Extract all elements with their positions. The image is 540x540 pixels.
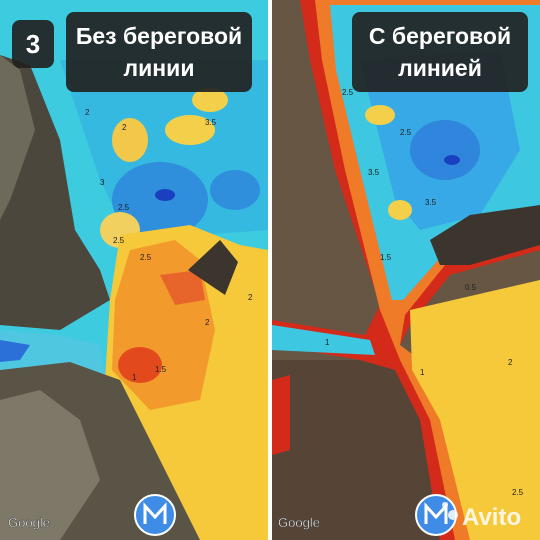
- contour-label: 0.5: [465, 283, 477, 292]
- contour-label: 1: [420, 368, 425, 377]
- watermark-text: Avito: [462, 504, 521, 531]
- contour-label: 2: [508, 358, 513, 367]
- contour-label: 2: [85, 108, 90, 117]
- right-map: 2.5 3.5 2.5 3.5 1.5 1 0.5 2 1 2.5: [272, 0, 540, 540]
- map-logo: Google: [278, 515, 320, 530]
- panel-label: Без береговой: [76, 23, 242, 49]
- contour-label: 2.5: [512, 488, 524, 497]
- panel-label: С береговой: [369, 23, 511, 49]
- panel-label: линией: [398, 55, 482, 81]
- badge: 3: [26, 29, 40, 59]
- contour-label: 2.5: [400, 128, 412, 137]
- contour-label: 1: [132, 373, 137, 382]
- panel-label: линии: [124, 55, 195, 81]
- contour-label: 2.5: [113, 236, 125, 245]
- contour-label: 2.5: [118, 203, 130, 212]
- watermark: Avito: [442, 502, 521, 531]
- contour-label: 2: [248, 293, 253, 302]
- label-box: [66, 12, 252, 92]
- contour-label: 3.5: [425, 198, 437, 207]
- contour-label: 2.5: [342, 88, 354, 97]
- label-box: [352, 12, 528, 92]
- contour-label: 1.5: [155, 365, 167, 374]
- contour-label: 1: [325, 338, 330, 347]
- contour-label: 2: [122, 123, 127, 132]
- contour-label: 3: [100, 178, 105, 187]
- contour-label: 3.5: [205, 118, 217, 127]
- contour-label: 2.5: [140, 253, 152, 262]
- contour-label: 1.5: [380, 253, 392, 262]
- contour-label: 3.5: [368, 168, 380, 177]
- menu-button[interactable]: [134, 494, 176, 536]
- badge-box: [12, 20, 54, 68]
- contour-label: 2: [205, 318, 210, 327]
- map-logo: Google: [8, 515, 50, 530]
